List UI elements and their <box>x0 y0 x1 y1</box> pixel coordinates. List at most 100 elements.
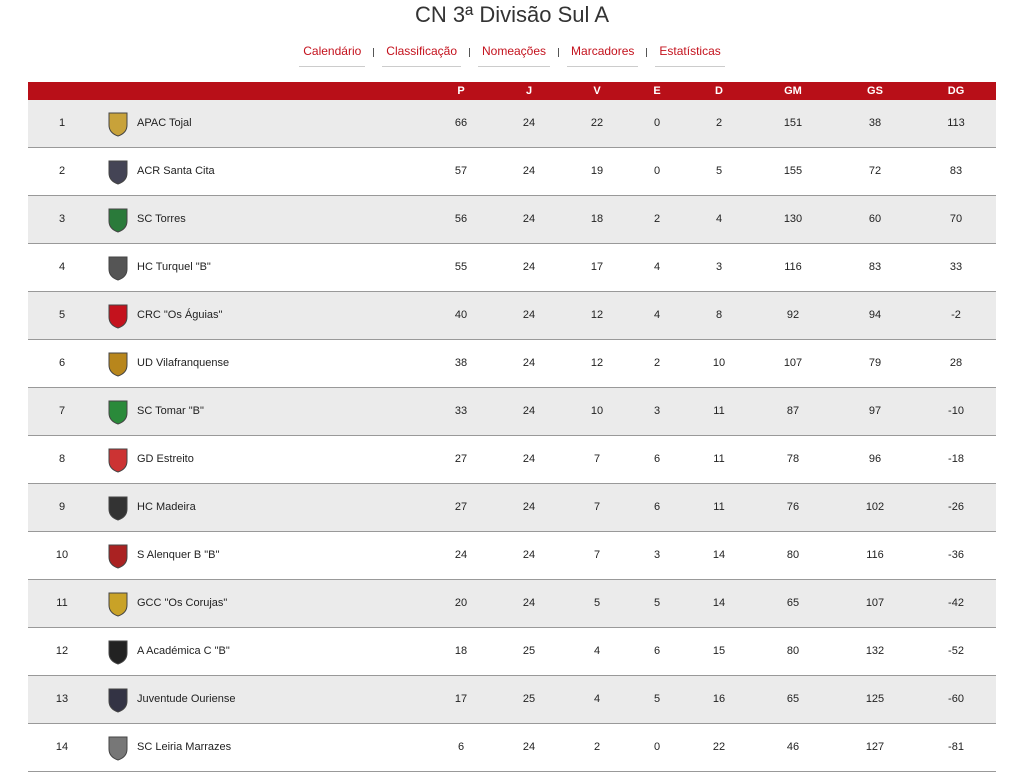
stat-cell: 80 <box>786 549 800 561</box>
stat-cell: 107 <box>783 357 803 369</box>
team-name[interactable]: Juventude Ouriense <box>137 693 236 705</box>
team-name[interactable]: SC Torres <box>137 213 186 225</box>
team-name[interactable]: HC Turquel "B" <box>137 261 211 273</box>
stat-cell: 24 <box>522 309 536 321</box>
stat-cell: 33 <box>454 405 468 417</box>
table-row: 9 HC Madeira 27 24 7 6 11 76 102 -26 <box>28 484 996 532</box>
stat-cell: 6 <box>653 453 661 465</box>
team-name[interactable]: S Alenquer B "B" <box>137 549 220 561</box>
stat-cell: 97 <box>868 405 882 417</box>
stat-cell: 24 <box>522 117 536 129</box>
crest-shape <box>108 496 128 521</box>
stat-cell: -60 <box>948 693 964 705</box>
rank: 9 <box>58 501 66 513</box>
stat-cell: 6 <box>457 741 465 753</box>
stat-cell: 20 <box>454 597 468 609</box>
stat-cell: 2 <box>593 741 601 753</box>
stat-cell: 24 <box>522 165 536 177</box>
stat-cell: 27 <box>454 501 468 513</box>
team-name[interactable]: SC Leiria Marrazes <box>137 741 232 753</box>
team-name[interactable]: ACR Santa Cita <box>137 165 215 177</box>
nav-link[interactable]: Marcadores <box>567 42 639 67</box>
stat-cell: 127 <box>865 741 885 753</box>
stat-cell: 56 <box>454 213 468 225</box>
stat-cell: 18 <box>454 645 468 657</box>
team-crest <box>108 640 128 665</box>
crest-shape <box>108 112 128 137</box>
team-name[interactable]: SC Tomar "B" <box>137 405 204 417</box>
team-crest <box>108 592 128 617</box>
nav-separator <box>469 48 470 57</box>
stat-cell: 55 <box>454 261 468 273</box>
team-name[interactable]: HC Madeira <box>137 501 196 513</box>
nav-link[interactable]: Nomeações <box>478 42 551 67</box>
table-row: 6 UD Vilafranquense 38 24 12 2 10 107 79 28 <box>28 340 996 388</box>
team-crest <box>108 688 128 713</box>
stat-cell: 24 <box>522 597 536 609</box>
standings-table: P J V E D GM GS DG 1 APAC Tojal 66 24 22 0 2 151 38 113 2… <box>28 82 996 772</box>
column-header: J <box>525 85 533 97</box>
stat-cell: 132 <box>865 645 885 657</box>
crest-shape <box>108 448 128 473</box>
team-crest <box>108 736 128 761</box>
team-crest <box>108 160 128 185</box>
stat-cell: 83 <box>949 165 963 177</box>
stat-cell: 102 <box>865 501 885 513</box>
table-row: 3 SC Torres 56 24 18 2 4 130 60 70 <box>28 196 996 244</box>
rank: 5 <box>58 309 66 321</box>
stat-cell: 5 <box>653 597 661 609</box>
stat-cell: 15 <box>712 645 726 657</box>
stat-cell: 22 <box>712 741 726 753</box>
stat-cell: 3 <box>653 405 661 417</box>
crest-shape <box>108 592 128 617</box>
table-row: 4 HC Turquel "B" 55 24 17 4 3 116 83 33 <box>28 244 996 292</box>
stat-cell: 87 <box>786 405 800 417</box>
table-row: 2 ACR Santa Cita 57 24 19 0 5 155 72 83 <box>28 148 996 196</box>
table-row: 7 SC Tomar "B" 33 24 10 3 11 87 97 -10 <box>28 388 996 436</box>
table-header: P J V E D GM GS DG <box>28 82 996 100</box>
crest-shape <box>108 688 128 713</box>
stat-cell: 12 <box>590 357 604 369</box>
team-crest <box>108 496 128 521</box>
stat-cell: 22 <box>590 117 604 129</box>
stat-cell: 5 <box>653 693 661 705</box>
team-crest <box>108 304 128 329</box>
nav-separator <box>558 48 560 57</box>
crest-shape <box>108 640 128 665</box>
column-header: E <box>653 85 661 97</box>
stat-cell: 60 <box>868 213 882 225</box>
stat-cell: 12 <box>590 309 604 321</box>
team-crest <box>108 256 128 281</box>
stat-cell: 24 <box>454 549 468 561</box>
stat-cell: 24 <box>522 405 536 417</box>
team-crest <box>108 448 128 473</box>
table-row: 8 GD Estreito 27 24 7 6 11 78 96 -18 <box>28 436 996 484</box>
stat-cell: 7 <box>593 501 601 513</box>
team-crest <box>108 112 128 137</box>
stat-cell: 79 <box>868 357 882 369</box>
stat-cell: 17 <box>454 693 468 705</box>
stat-cell: 25 <box>522 693 536 705</box>
team-name[interactable]: CRC "Os Águias" <box>137 309 223 321</box>
nav-link[interactable]: Calendário <box>299 42 366 67</box>
stat-cell: -36 <box>948 549 964 561</box>
stat-cell: 155 <box>783 165 803 177</box>
stat-cell: 24 <box>522 453 536 465</box>
stat-cell: 8 <box>715 309 723 321</box>
nav-link[interactable]: Classificação <box>382 42 461 67</box>
team-name[interactable]: A Académica C "B" <box>137 645 230 657</box>
column-header: V <box>593 85 601 97</box>
stat-cell: 76 <box>786 501 800 513</box>
stat-cell: -10 <box>948 405 964 417</box>
rank: 1 <box>58 117 66 129</box>
nav-link[interactable]: Estatísticas <box>655 42 725 67</box>
team-name[interactable]: APAC Tojal <box>137 117 192 129</box>
team-name[interactable]: UD Vilafranquense <box>137 357 230 369</box>
stat-cell: 25 <box>522 645 536 657</box>
team-name[interactable]: GCC "Os Corujas" <box>137 597 228 609</box>
team-name[interactable]: GD Estreito <box>137 453 194 465</box>
stat-cell: 96 <box>868 453 882 465</box>
stat-cell: 2 <box>715 117 723 129</box>
stat-cell: 24 <box>522 261 536 273</box>
